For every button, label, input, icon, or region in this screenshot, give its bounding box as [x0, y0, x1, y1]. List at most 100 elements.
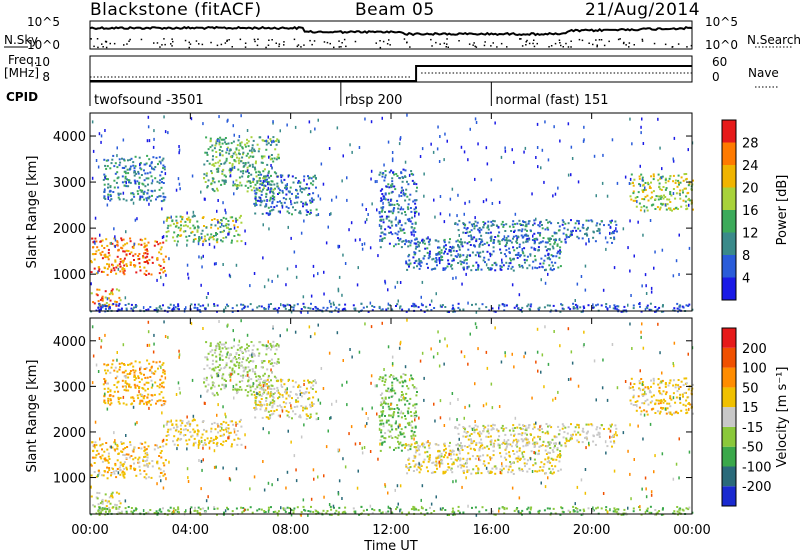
data-cell: [397, 237, 399, 240]
data-cell: [526, 444, 529, 447]
data-cell: [541, 227, 544, 230]
data-cell: [177, 234, 180, 236]
data-cell: [423, 446, 426, 449]
data-cell: [151, 465, 154, 468]
data-cell: [213, 305, 216, 307]
data-cell: [206, 160, 209, 162]
data-cell: [426, 455, 429, 458]
data-cell: [539, 466, 542, 469]
data-cell: [543, 259, 546, 262]
data-cell: [479, 459, 482, 462]
data-cell: [132, 254, 135, 257]
search-noise-dot: [379, 40, 381, 42]
data-cell: [223, 343, 226, 346]
data-speck: [521, 248, 523, 251]
data-cell: [129, 386, 132, 389]
data-cell: [146, 376, 149, 379]
data-speck: [465, 272, 467, 276]
data-cell: [221, 138, 224, 141]
data-cell: [257, 403, 259, 406]
data-cell: [513, 229, 516, 232]
data-cell: [470, 237, 473, 240]
data-cell: [115, 476, 118, 479]
data-cell: [429, 250, 431, 253]
data-cell: [134, 456, 137, 459]
data-cell: [126, 468, 128, 471]
data-cell: [241, 361, 244, 364]
data-cell: [162, 474, 165, 477]
data-cell: [443, 471, 446, 474]
data-cell: [650, 175, 653, 178]
data-cell: [291, 175, 294, 178]
data-cell: [156, 310, 159, 313]
data-cell: [135, 271, 138, 274]
data-cell: [248, 369, 251, 372]
data-cell: [203, 439, 206, 442]
data-cell: [264, 308, 267, 310]
data-cell: [478, 449, 481, 452]
data-cell: [296, 405, 299, 408]
data-cell: [125, 457, 128, 460]
data-speck: [541, 148, 544, 152]
data-cell: [415, 190, 418, 193]
data-cell: [524, 225, 527, 228]
data-cell: [303, 305, 306, 308]
data-cell: [134, 306, 137, 309]
data-cell: [655, 195, 658, 198]
data-speck: [225, 211, 227, 215]
search-noise-dot: [184, 39, 187, 42]
data-cell: [308, 212, 311, 215]
data-cell: [140, 168, 143, 171]
data-cell: [235, 383, 238, 386]
data-speck: [152, 145, 155, 149]
data-speck: [317, 272, 319, 276]
data-cell: [220, 343, 223, 346]
data-speck: [147, 115, 150, 119]
data-cell: [613, 304, 616, 307]
data-cell: [534, 444, 536, 447]
data-cell: [260, 394, 263, 397]
data-cell: [537, 308, 540, 311]
data-cell: [260, 386, 263, 389]
data-cell: [199, 237, 202, 240]
data-cell: [106, 471, 109, 474]
data-cell: [210, 430, 213, 433]
data-cell: [129, 441, 132, 444]
data-cell: [262, 344, 265, 347]
data-cell: [194, 441, 197, 444]
data-cell: [511, 265, 514, 268]
data-cell: [137, 458, 140, 461]
data-cell: [542, 440, 545, 443]
data-speck: [299, 188, 302, 192]
data-cell: [94, 441, 97, 444]
data-cell: [160, 391, 163, 394]
data-cell: [542, 262, 545, 265]
data-cell: [494, 236, 497, 238]
data-cell: [129, 240, 132, 243]
data-cell: [475, 268, 478, 271]
data-cell: [419, 260, 422, 263]
data-cell: [285, 185, 288, 188]
data-cell: [611, 423, 613, 426]
data-cell: [228, 152, 231, 155]
data-cell: [522, 241, 525, 244]
data-cell: [130, 303, 133, 306]
data-cell: [276, 182, 279, 185]
data-speck: [200, 283, 202, 287]
data-cell: [240, 184, 243, 187]
data-cell: [239, 144, 242, 147]
data-cell: [527, 438, 530, 441]
data-cell: [162, 258, 165, 261]
data-cell: [430, 268, 433, 271]
data-cell: [247, 175, 250, 178]
data-cell: [396, 203, 399, 205]
data-cell: [225, 440, 228, 442]
data-cell: [276, 138, 279, 141]
data-cell: [228, 357, 231, 360]
data-cell: [218, 159, 221, 162]
data-cell: [506, 239, 509, 242]
data-cell: [192, 418, 195, 421]
data-cell: [182, 230, 185, 233]
data-speck: [170, 215, 172, 219]
data-cell: [395, 224, 398, 227]
